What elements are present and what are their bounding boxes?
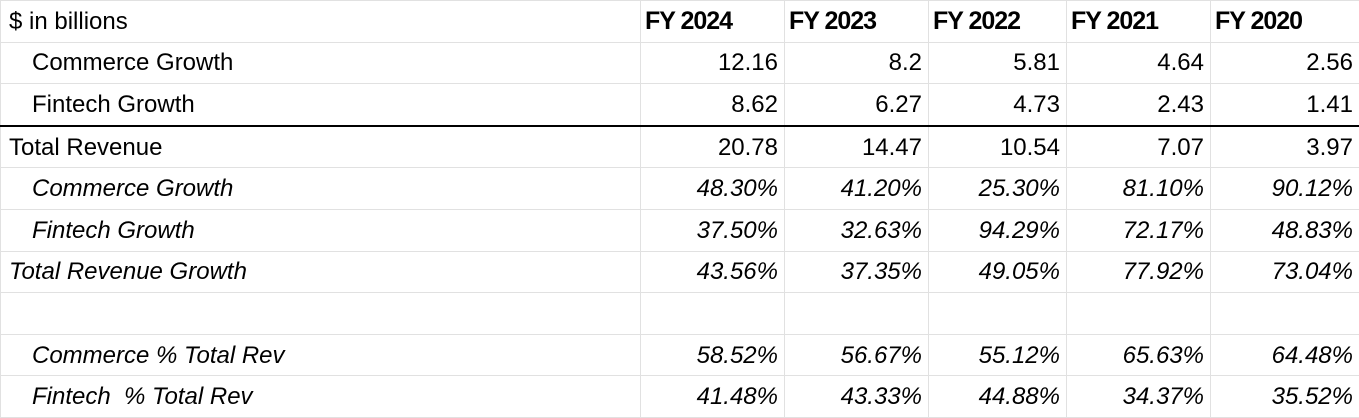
value-cell[interactable]: 10.54 [928, 124, 1067, 169]
empty-cell[interactable] [1066, 292, 1211, 335]
value-cell[interactable]: 3.97 [1210, 124, 1359, 169]
value-cell[interactable]: 32.63% [784, 209, 929, 252]
value-cell[interactable]: 56.67% [784, 333, 929, 377]
value-cell[interactable]: 37.35% [784, 250, 929, 294]
value-cell[interactable]: 1.41 [1210, 83, 1359, 127]
value-cell[interactable]: 43.56% [640, 250, 785, 294]
table-row-fintech-share: Fintech % Total Rev 41.48% 43.33% 44.88%… [0, 375, 1359, 418]
value-cell[interactable]: 2.56 [1210, 41, 1359, 85]
header-year-cell[interactable]: FY 2023 [784, 0, 929, 43]
table-row-fintech-growth-pct: Fintech Growth 37.50% 32.63% 94.29% 72.1… [0, 209, 1359, 252]
value-cell[interactable]: 48.83% [1210, 209, 1359, 252]
value-cell[interactable]: 4.64 [1066, 41, 1211, 85]
value-cell[interactable]: 20.78 [640, 124, 785, 169]
value-cell[interactable]: 81.10% [1066, 167, 1211, 210]
empty-cell[interactable] [1210, 292, 1359, 335]
empty-cell[interactable] [928, 292, 1067, 335]
value-cell[interactable]: 41.48% [640, 375, 785, 418]
header-year-cell[interactable]: FY 2021 [1066, 0, 1211, 43]
value-cell[interactable]: 44.88% [928, 375, 1067, 418]
table-row-fintech-growth: Fintech Growth 8.62 6.27 4.73 2.43 1.41 [0, 83, 1359, 127]
value-cell[interactable]: 7.07 [1066, 124, 1211, 169]
value-cell[interactable]: 65.63% [1066, 333, 1211, 377]
row-label-cell[interactable]: Fintech Growth [0, 83, 641, 127]
value-cell[interactable]: 2.43 [1066, 83, 1211, 127]
header-year-cell[interactable]: FY 2022 [928, 0, 1067, 43]
row-label-cell[interactable]: Commerce Growth [0, 167, 641, 210]
value-cell[interactable]: 41.20% [784, 167, 929, 210]
value-cell[interactable]: 8.62 [640, 83, 785, 127]
value-cell[interactable]: 35.52% [1210, 375, 1359, 418]
table-row-empty [0, 292, 1359, 335]
value-cell[interactable]: 55.12% [928, 333, 1067, 377]
value-cell[interactable]: 94.29% [928, 209, 1067, 252]
value-cell[interactable]: 37.50% [640, 209, 785, 252]
header-label-cell[interactable]: $ in billions [0, 0, 641, 43]
empty-cell[interactable] [0, 292, 641, 335]
value-cell[interactable]: 25.30% [928, 167, 1067, 210]
value-cell[interactable]: 64.48% [1210, 333, 1359, 377]
row-label-cell[interactable]: Commerce Growth [0, 41, 641, 85]
value-cell[interactable]: 34.37% [1066, 375, 1211, 418]
row-label-cell[interactable]: Total Revenue [0, 124, 641, 169]
table-row-total-revenue-growth: Total Revenue Growth 43.56% 37.35% 49.05… [0, 250, 1359, 294]
value-cell[interactable]: 6.27 [784, 83, 929, 127]
empty-cell[interactable] [784, 292, 929, 335]
value-cell[interactable]: 12.16 [640, 41, 785, 85]
table-row-commerce-share: Commerce % Total Rev 58.52% 56.67% 55.12… [0, 333, 1359, 377]
table-row-total-revenue: Total Revenue 20.78 14.47 10.54 7.07 3.9… [0, 124, 1359, 169]
value-cell[interactable]: 49.05% [928, 250, 1067, 294]
value-cell[interactable]: 48.30% [640, 167, 785, 210]
header-year-cell[interactable]: FY 2020 [1210, 0, 1359, 43]
value-cell[interactable]: 58.52% [640, 333, 785, 377]
row-label-cell[interactable]: Commerce % Total Rev [0, 333, 641, 377]
value-cell[interactable]: 8.2 [784, 41, 929, 85]
row-label-cell[interactable]: Fintech Growth [0, 209, 641, 252]
row-label-cell[interactable]: Total Revenue Growth [0, 250, 641, 294]
value-cell[interactable]: 4.73 [928, 83, 1067, 127]
header-year-cell[interactable]: FY 2024 [640, 0, 785, 43]
header-row: $ in billions FY 2024 FY 2023 FY 2022 FY… [0, 0, 1359, 43]
value-cell[interactable]: 90.12% [1210, 167, 1359, 210]
table-row-commerce-growth-pct: Commerce Growth 48.30% 41.20% 25.30% 81.… [0, 167, 1359, 210]
value-cell[interactable]: 43.33% [784, 375, 929, 418]
table-row-commerce-growth: Commerce Growth 12.16 8.2 5.81 4.64 2.56 [0, 41, 1359, 85]
row-label-cell[interactable]: Fintech % Total Rev [0, 375, 641, 418]
value-cell[interactable]: 77.92% [1066, 250, 1211, 294]
value-cell[interactable]: 72.17% [1066, 209, 1211, 252]
empty-cell[interactable] [640, 292, 785, 335]
value-cell[interactable]: 14.47 [784, 124, 929, 169]
value-cell[interactable]: 73.04% [1210, 250, 1359, 294]
value-cell[interactable]: 5.81 [928, 41, 1067, 85]
